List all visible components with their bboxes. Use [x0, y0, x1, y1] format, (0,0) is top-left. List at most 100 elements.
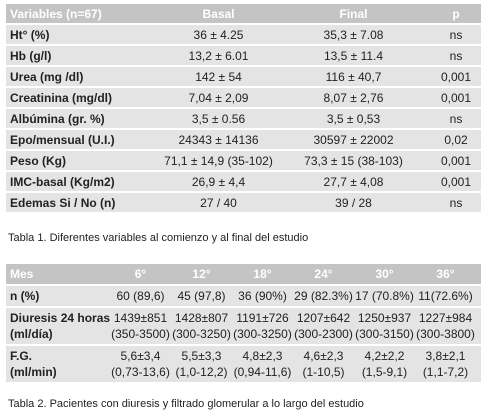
cell: 73,3 ± 15 (38-103): [304, 153, 403, 168]
cell: ns: [449, 111, 463, 126]
row-label: Albúmina (gr. %): [10, 111, 105, 126]
cell: (350-3500): [111, 327, 170, 341]
table-1: Variables (n=67) Basal Final p Ht° (%) 36 ± 4…: [6, 4, 481, 214]
cell: 13,2 ± 6.01: [188, 48, 249, 63]
cell: 142 ± 54: [195, 69, 242, 84]
table-row: Ht° (%) 36 ± 4.25 35,3 ± 7.08 ns: [6, 25, 481, 44]
cell: (300-2300): [294, 327, 353, 341]
row-label: Urea (mg /dl): [10, 69, 84, 84]
row-label: F.G.: [10, 349, 33, 363]
table-row: Peso (Kg) 71,1 ± 14,9 (35-102) 73,3 ± 15 (…: [6, 151, 481, 170]
cell: 12°: [192, 267, 211, 281]
cell: 4,8±2,3: [242, 349, 283, 363]
row-label: Diuresis 24 horas: [10, 311, 111, 325]
cell: 5,5±3,3: [181, 349, 222, 363]
table-row: n (%) 60 (89,6) 45 (97,8) 36 (90%) 29 (82.3%…: [6, 286, 481, 306]
cell: 30597 ± 22002: [313, 132, 394, 147]
cell: 24°: [314, 267, 333, 281]
cell: 18°: [253, 267, 272, 281]
cell: (1,1-7,2): [422, 365, 469, 379]
cell: 1439±851: [113, 311, 168, 325]
cell: (0,73-13,6): [111, 365, 170, 379]
cell: 3,5 ± 0.56: [191, 111, 246, 126]
cell: 71,1 ± 14,9 (35-102): [164, 153, 273, 168]
caption: Tabla 2. Pacientes con diuresis y filtra…: [8, 398, 364, 410]
cell: 0,02: [444, 132, 468, 147]
cell: 30°: [375, 267, 394, 281]
cell: 45 (97,8): [177, 289, 226, 303]
cell: 17 (70.8%): [355, 289, 414, 303]
cell: 0,001: [440, 90, 472, 105]
table-row: Albúmina (gr. %) 3,5 ± 0.56 3,5 ± 0,53 ns: [6, 109, 481, 128]
table-row: Edemas Si / No (n) 27 / 40 39 / 28 ns: [6, 193, 481, 212]
cell: 6°: [134, 267, 147, 281]
header-row: Mes 6° 12° 18° 24° 30° 36°: [6, 264, 481, 284]
cell: (300-3800): [416, 327, 475, 341]
row-label: Mes: [10, 267, 34, 281]
row-label: IMC-basal (Kg/m2): [10, 174, 115, 189]
table-2: Mes 6° 12° 18° 24° 30° 36° n (%) 60 (89,6) 45 (97…: [6, 264, 481, 384]
cell: 4,2±2,2: [364, 349, 405, 363]
cell: 1207±642: [296, 311, 351, 325]
table-row: Hb (g/l) 13,2 ± 6.01 13,5 ± 11.4 ns: [6, 46, 481, 65]
header-row: Variables (n=67) Basal Final p: [6, 4, 481, 23]
cell: 1191±726: [236, 311, 289, 325]
cell: ns: [449, 27, 463, 42]
table-row: Creatinina (mg/dl) 7,04 ± 2,09 8,07 ± 2,76…: [6, 88, 481, 107]
cell: 36°: [436, 267, 455, 281]
row-label: Hb (g/l): [10, 48, 52, 63]
cell: (300-3250): [233, 327, 292, 341]
cell: 11(72.6%): [418, 289, 473, 303]
table-row: Diuresis 24 horas 1439±851 1428±807 1191±72…: [6, 308, 481, 344]
row-label: Creatinina (mg/dl): [10, 90, 113, 105]
cell: (1,0-12,2): [175, 365, 228, 379]
cell: 1250±937: [357, 311, 412, 325]
cell: 27,7 ± 4,08: [323, 174, 384, 189]
cell: 1428±807: [174, 311, 229, 325]
table-row: Urea (mg /dl) 142 ± 54 116 ± 40,7 0,001: [6, 67, 481, 86]
row-label: Variables (n=67): [10, 6, 102, 21]
cell: 60 (89,6): [116, 289, 165, 303]
table-row: Epo/mensual (U.I.) 24343 ± 14136 30597 ± 2…: [6, 130, 481, 149]
cell: 3,8±2,1: [425, 349, 466, 363]
cell: (0,94-11,6): [233, 365, 292, 379]
cell: 13,5 ± 11.4: [323, 48, 384, 63]
cell: Final: [339, 6, 368, 21]
table-row: IMC-basal (Kg/m2) 26,9 ± 4,4 27,7 ± 4,08 0,…: [6, 172, 481, 191]
cell: ns: [449, 48, 463, 63]
caption: Tabla 1. Diferentes variables al comienz…: [8, 232, 309, 244]
cell: 29 (82.3%): [294, 289, 353, 303]
cell: 5,6±3,4: [120, 349, 161, 363]
cell: 26,9 ± 4,4: [191, 174, 246, 189]
row-label: (ml/min): [10, 365, 57, 379]
cell: 36 ± 4.25: [193, 27, 244, 42]
table-row: F.G. 5,6±3,4 5,5±3,3 4,8±2,3 4,6±2,3 4,2±2,2 3…: [6, 346, 481, 382]
cell: 8,07 ± 2,76: [323, 90, 384, 105]
row-label: Edemas Si / No (n): [10, 195, 116, 210]
cell: Basal: [202, 6, 235, 21]
cell: 0,001: [440, 153, 472, 168]
cell: 1227±984: [418, 311, 473, 325]
cell: (1-10,5): [302, 365, 345, 379]
cell: p: [452, 6, 460, 21]
cell: 7,04 ± 2,09: [188, 90, 249, 105]
cell: (300-3150): [355, 327, 414, 341]
row-label: Peso (Kg): [10, 153, 67, 168]
row-label: (ml/día): [10, 327, 53, 341]
cell: 35,3 ± 7.08: [323, 27, 384, 42]
row-label: Epo/mensual (U.I.): [10, 132, 115, 147]
cell: 39 / 28: [335, 195, 372, 210]
cell: 3,5 ± 0,53: [326, 111, 381, 126]
cell: 27 / 40: [200, 195, 237, 210]
cell: 116 ± 40,7: [325, 69, 382, 84]
row-label: n (%): [10, 289, 40, 303]
cell: 0,001: [440, 174, 472, 189]
cell: 0,001: [440, 69, 472, 84]
cell: ns: [449, 195, 463, 210]
cell: (1,5-9,1): [361, 365, 408, 379]
row-label: Ht° (%): [10, 27, 50, 42]
cell: (300-3250): [172, 327, 231, 341]
cell: 36 (90%): [238, 289, 287, 303]
cell: 24343 ± 14136: [178, 132, 259, 147]
